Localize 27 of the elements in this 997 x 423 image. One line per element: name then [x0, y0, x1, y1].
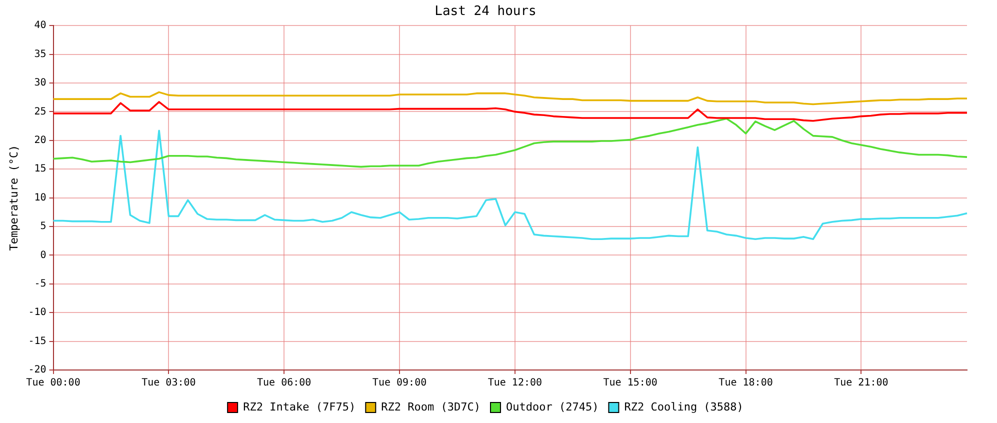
y-tick-label: 10	[34, 192, 46, 204]
chart-title: Last 24 hours	[434, 4, 536, 20]
y-tick-label: 35	[34, 48, 46, 60]
y-tick-label: 40	[34, 20, 46, 32]
x-tick-label: Tue 18:00	[718, 378, 773, 389]
x-tick-label: Tue 09:00	[372, 378, 427, 389]
legend-label: Outdoor (2745)	[506, 400, 599, 414]
y-tick-label: 30	[34, 78, 46, 89]
y-tick-label: -5	[34, 278, 46, 290]
y-tick-label: -10	[28, 307, 46, 318]
y-tick-label: 20	[34, 134, 46, 146]
y-tick-label: 5	[40, 221, 46, 232]
y-tick-label: 15	[34, 164, 46, 175]
y-tick-label: -20	[28, 364, 46, 376]
y-tick-label: 25	[34, 106, 46, 118]
legend-label: RZ2 Intake (7F75)	[243, 400, 356, 414]
y-axis-title: Temperature (°C)	[7, 144, 20, 251]
x-tick-label: Tue 03:00	[142, 378, 196, 389]
legend-label: RZ2 Cooling (3588)	[624, 400, 744, 414]
x-tick-label: Tue 15:00	[603, 378, 658, 389]
x-tick-label: Tue 06:00	[257, 378, 312, 389]
y-tick-label: 0	[40, 250, 46, 261]
x-tick-label: Tue 00:00	[26, 378, 80, 389]
y-tick-label: -15	[28, 336, 46, 347]
x-tick-label: Tue 12:00	[488, 378, 542, 389]
legend-label: RZ2 Room (3D7C)	[381, 400, 481, 414]
x-tick-label: Tue 21:00	[834, 378, 888, 389]
